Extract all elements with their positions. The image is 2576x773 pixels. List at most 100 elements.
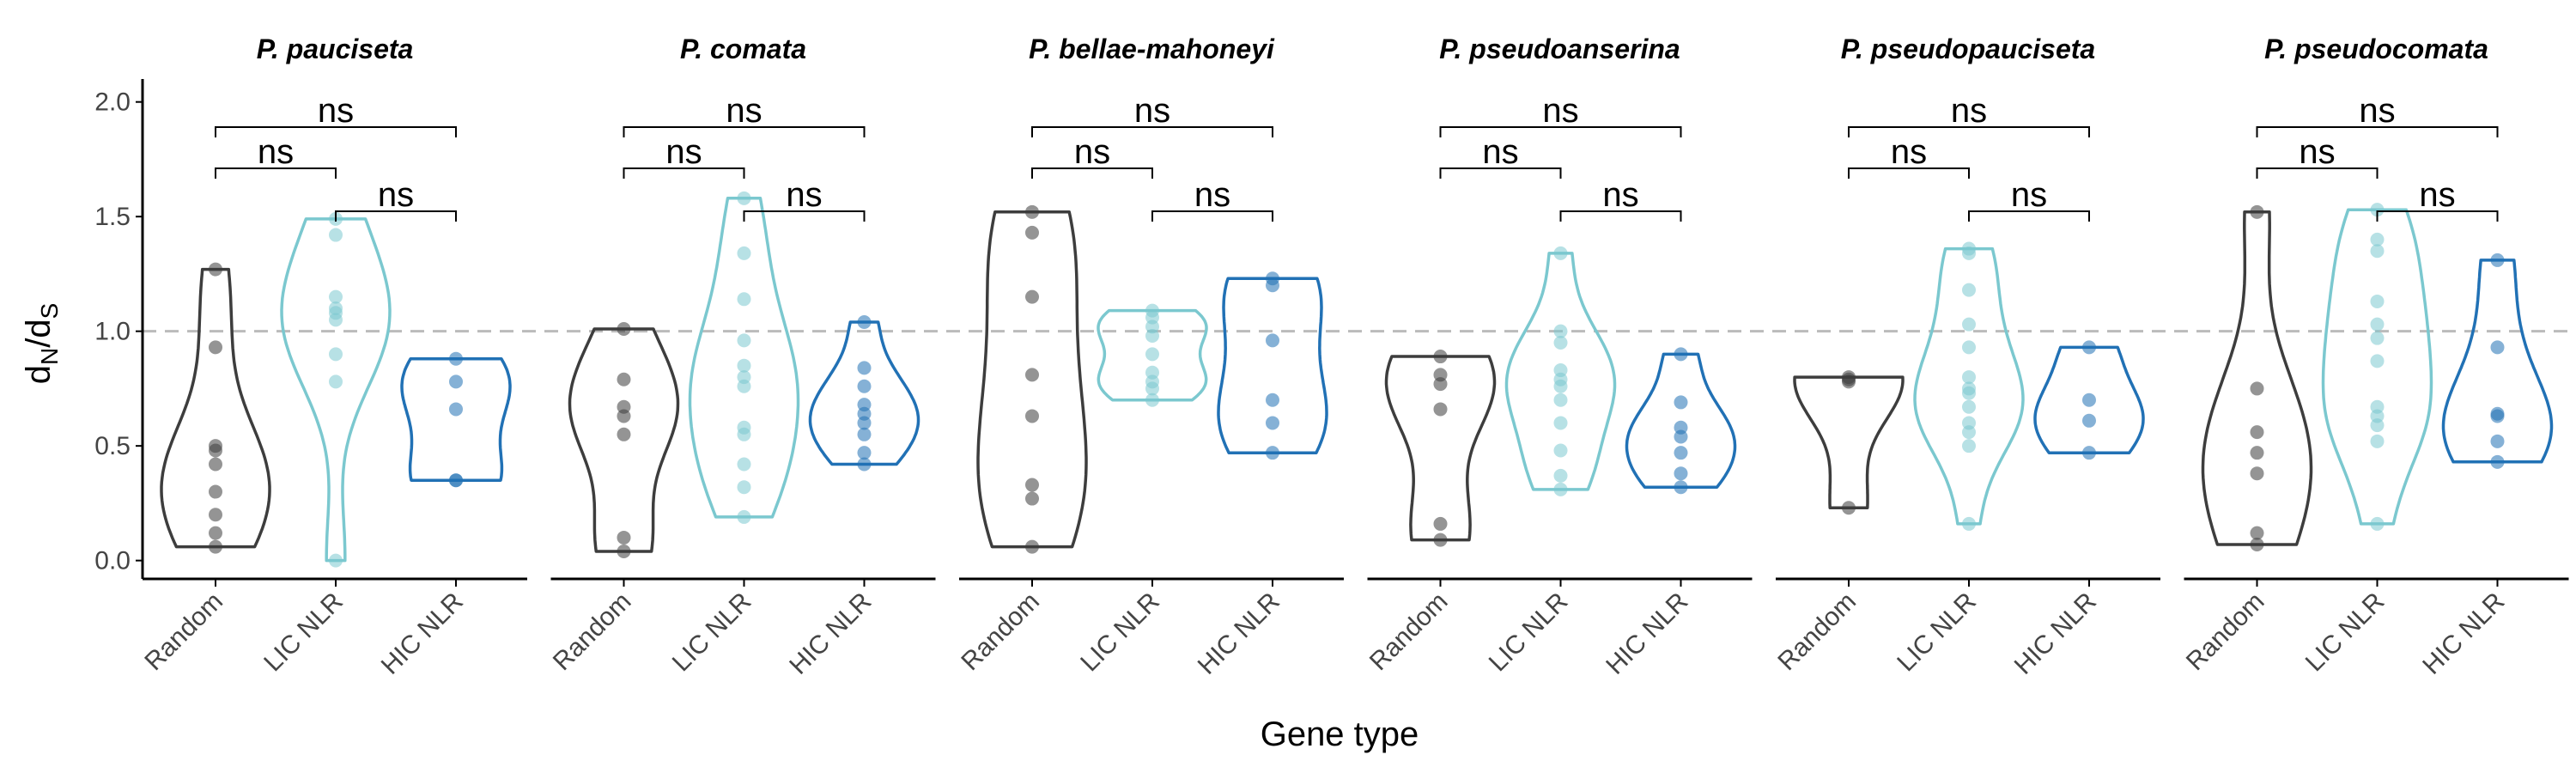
x-tick-label: LIC NLR (667, 587, 757, 678)
violin-shape (1217, 277, 1328, 454)
panel-title: P. pseudocomata (2264, 33, 2488, 64)
violin-shape (2033, 345, 2145, 454)
y-axis: 0.0 0.5 1.0 1.5 2.0 (94, 79, 144, 579)
data-point (2370, 354, 2385, 368)
significance-bracket (1968, 210, 2090, 222)
violin-shape (1793, 375, 1905, 509)
data-point (617, 530, 631, 545)
x-tick-label: Random (2181, 587, 2270, 677)
data-point (1962, 241, 1976, 256)
significance-bracket (623, 167, 745, 179)
data-point (1433, 516, 1448, 531)
significance-label: ns (1482, 133, 1518, 171)
data-point (1553, 324, 1568, 338)
significance-label: ns (258, 133, 294, 171)
data-point (2082, 413, 2096, 428)
data-point (1553, 336, 1568, 350)
data-point (1553, 246, 1568, 260)
data-point (209, 484, 222, 499)
data-point (209, 526, 222, 540)
panel-title: P. pauciseta (257, 33, 414, 64)
data-point (1145, 303, 1159, 318)
data-point (329, 347, 343, 362)
significance-label: ns (2359, 92, 2395, 130)
panel-title: P. comata (680, 33, 806, 64)
data-point (737, 246, 751, 260)
significance-bracket (1031, 126, 1273, 137)
data-point (1433, 350, 1448, 364)
x-tick-label: LIC NLR (1075, 587, 1165, 678)
data-point (1266, 271, 1279, 286)
significance-bracket (1151, 210, 1273, 222)
significance-label: ns (378, 176, 414, 214)
data-point (2250, 466, 2264, 481)
data-point (857, 379, 872, 393)
data-point (2250, 526, 2264, 540)
data-point (857, 398, 872, 412)
data-point (1842, 501, 1856, 515)
data-point (449, 473, 463, 488)
panel-title: P. pseudoanserina (1439, 33, 1680, 64)
significance-bracket (2256, 167, 2379, 179)
data-point (1025, 491, 1039, 506)
significance-label: ns (1542, 92, 1578, 130)
significance-label: ns (318, 92, 354, 130)
data-point (209, 262, 222, 277)
x-tick-label: HIC NLR (1601, 587, 1693, 680)
y-tick-label: 1.5 (94, 203, 131, 231)
x-tick-label: LIC NLR (1892, 587, 1982, 678)
data-point (2250, 446, 2264, 460)
x-tick-label: HIC NLR (1193, 587, 1285, 680)
data-point (2490, 434, 2505, 448)
y-axis-title-sub2: S (36, 303, 63, 320)
violin-shape (808, 320, 920, 466)
data-point (209, 439, 222, 453)
y-tick-label: 0.5 (94, 432, 131, 460)
data-point (2370, 331, 2385, 345)
significance-bracket (215, 167, 337, 179)
data-point (329, 553, 343, 568)
x-axis-title: Gene type (1261, 715, 1419, 753)
y-axis-title-sub1: N (36, 348, 63, 365)
x-tick-label: Random (139, 587, 228, 677)
data-point (1025, 409, 1039, 423)
data-point (737, 358, 751, 373)
significance-label: ns (786, 176, 822, 214)
data-point (737, 370, 751, 385)
significance-bracket (1848, 167, 1970, 179)
x-tick-label: LIC NLR (1484, 587, 1574, 678)
data-point (1025, 368, 1039, 382)
significance-bracket (2376, 210, 2499, 222)
significance-label: ns (1951, 92, 1987, 130)
x-tick-label: LIC NLR (2300, 587, 2391, 678)
data-point (1266, 416, 1279, 430)
data-point (1962, 370, 1976, 385)
significance-label: ns (1602, 176, 1638, 214)
data-point (1433, 368, 1448, 382)
data-point (617, 322, 631, 336)
data-point (2370, 294, 2385, 308)
data-point (2250, 537, 2264, 551)
facet-panel: P. pseudopauciseta Random LIC NLR HIC NLR ns… (1772, 33, 2160, 680)
data-point (1674, 466, 1688, 481)
significance-bracket (1439, 126, 1682, 137)
x-tick-label: Random (548, 587, 637, 677)
violin-shape (568, 327, 680, 553)
data-point (1962, 317, 1976, 332)
data-point (857, 427, 872, 441)
violin-shape (160, 267, 271, 549)
facet-panel: P. bellae-mahoneyi Random LIC NLR HIC NLR ns… (956, 33, 1344, 680)
data-point (1553, 393, 1568, 407)
significance-bracket (1439, 167, 1562, 179)
data-point (329, 228, 343, 242)
data-point (329, 289, 343, 304)
significance-label: ns (2419, 176, 2455, 214)
significance-bracket (743, 210, 866, 222)
data-point (329, 374, 343, 389)
significance-bracket (623, 126, 866, 137)
data-point (1025, 204, 1039, 219)
y-axis-title-sep: /d (20, 319, 58, 347)
data-point (617, 544, 631, 558)
x-tick-label: HIC NLR (376, 587, 469, 680)
